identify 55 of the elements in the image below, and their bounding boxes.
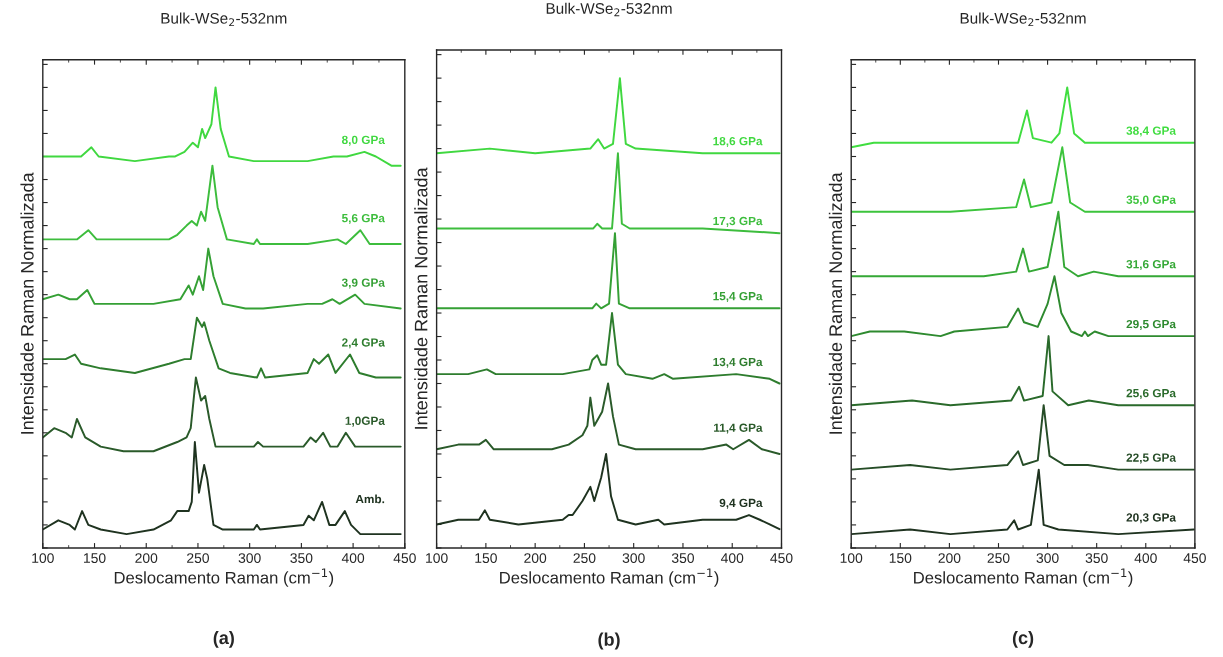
- y-axis-title: Intensidade Raman Normalizada: [414, 167, 428, 429]
- text: (b): [598, 632, 620, 650]
- x-tick-label: 300: [238, 553, 261, 563]
- x-tick-label: 250: [987, 553, 1010, 563]
- x-tick-label: 200: [524, 553, 547, 563]
- series-label: 18,6 GPa: [713, 136, 763, 148]
- text: (a): [213, 630, 234, 648]
- text: (c): [1012, 630, 1034, 648]
- series-label: 15,4 GPa: [713, 292, 763, 303]
- x-tick-label: 300: [1036, 553, 1059, 563]
- x-tick-label: 200: [135, 553, 158, 563]
- x-axis-title: Deslocamento Raman (cm$^{−1}$): [114, 568, 334, 587]
- series-label: 22,5 GPa: [1126, 453, 1177, 464]
- x-tick-label: 450: [393, 553, 416, 563]
- x-tick-label: 150: [83, 553, 106, 563]
- series-label: 1,0GPa: [345, 416, 385, 427]
- x-tick-label: 100: [840, 553, 863, 563]
- series-label: 11,4 GPa: [714, 423, 763, 434]
- x-tick-label: 150: [889, 553, 912, 563]
- series-label: 13,4 GPa: [713, 357, 763, 368]
- x-tick-label: 250: [187, 553, 209, 563]
- series-label: 29,5 GPa: [1126, 319, 1177, 330]
- x-tick-label: 350: [671, 553, 694, 563]
- chart-title: Bulk-WSe$_{2}$-532nm: [161, 12, 287, 27]
- x-axis-title: Deslocamento Raman (cm$^{−1}$): [914, 568, 1133, 587]
- x-tick-label: 200: [938, 553, 961, 563]
- series-label: 3,9 GPa: [341, 278, 385, 289]
- series-label: 5,6 GPa: [341, 213, 385, 225]
- x-axis-title: Deslocamento Raman (cm$^{−1}$): [500, 568, 719, 587]
- series-label: 20,3 GPa: [1126, 513, 1177, 524]
- series-label: 38,4 GPa: [1126, 126, 1177, 137]
- series-label: 17,3 GPa: [713, 216, 763, 227]
- x-tick-label: 400: [1134, 553, 1157, 563]
- y-axis-title: Intensidade Raman Normalizada: [20, 172, 34, 434]
- x-tick-label: 100: [426, 553, 448, 563]
- x-tick-label: 350: [290, 553, 313, 563]
- series-label: Amb.: [355, 494, 385, 504]
- x-tick-label: 100: [32, 553, 54, 563]
- x-tick-label: 250: [573, 553, 596, 563]
- series-label: 25,6 GPa: [1126, 388, 1177, 400]
- series-label: 31,6 GPa: [1126, 260, 1177, 271]
- series-label: 2,4 GPa: [342, 338, 385, 349]
- x-tick-label: 450: [1183, 553, 1206, 563]
- x-tick-label: 300: [622, 553, 645, 563]
- chart-title: Bulk-WSe$_{2}$-532nm: [960, 12, 1086, 27]
- x-tick-label: 150: [475, 553, 497, 563]
- x-tick-label: 350: [1085, 553, 1108, 563]
- x-tick-label: 400: [341, 553, 365, 563]
- series-label: 8,0 GPa: [341, 135, 385, 146]
- x-tick-label: 450: [770, 553, 793, 563]
- series-label: 35,0 GPa: [1126, 195, 1177, 206]
- y-axis-title: Intensidade Raman Normalizada: [828, 172, 843, 434]
- series-label: 9,4 GPa: [719, 498, 763, 509]
- chart-title: Bulk-WSe$_{2}$-532nm: [546, 2, 672, 17]
- x-tick-label: 400: [720, 553, 744, 563]
